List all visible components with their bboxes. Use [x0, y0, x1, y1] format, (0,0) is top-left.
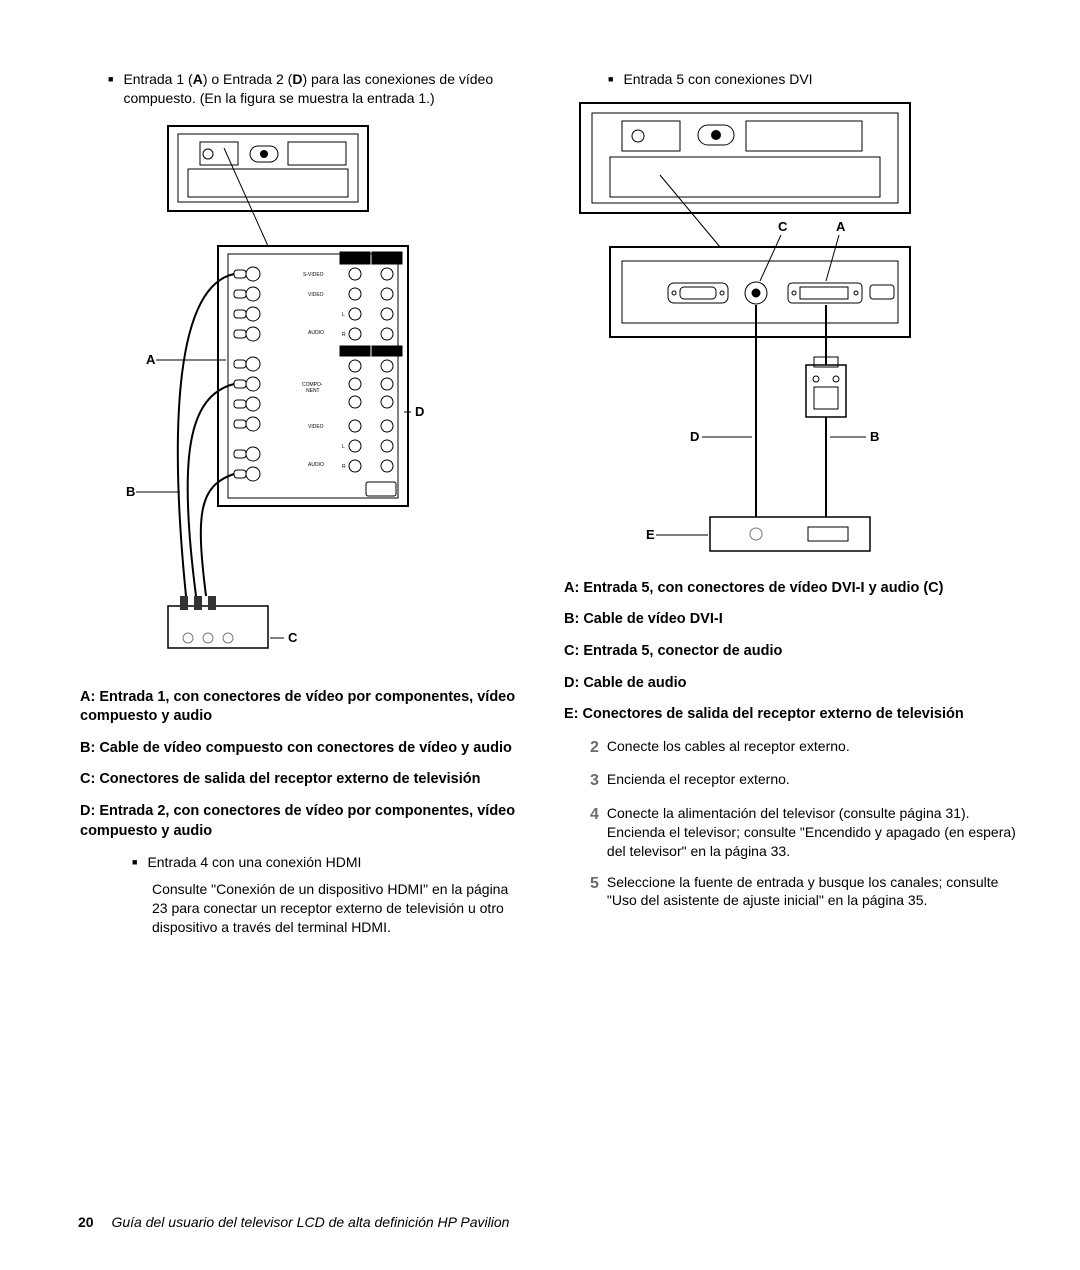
svg-text:C: C: [778, 219, 788, 234]
right-steps: 2 Conecte los cables al receptor externo…: [560, 737, 1020, 911]
left-bullet-1-text: Entrada 1 (A) o Entrada 2 (D) para las c…: [123, 70, 520, 108]
left-sub-bullet-text: Entrada 4 con una conexión HDMI: [147, 853, 361, 872]
svg-text:R: R: [342, 464, 346, 470]
square-bullet-icon: ■: [108, 70, 113, 108]
fig-label-D: D: [415, 404, 424, 419]
square-bullet-icon: ■: [132, 853, 137, 872]
right-bullet-1-text: Entrada 5 con conexiones DVI: [623, 70, 812, 89]
fig-label-A: A: [146, 352, 156, 367]
left-column: ■ Entrada 1 (A) o Entrada 2 (D) para las…: [60, 70, 520, 949]
step-5: 5 Seleccione la fuente de entrada y busq…: [590, 873, 1020, 911]
svg-text:VIDEO: VIDEO: [308, 424, 324, 430]
left-def-A: A: Entrada 1, con conectores de vídeo po…: [80, 688, 520, 727]
step-4: 4 Conecte la alimentación del televisor …: [590, 804, 1020, 861]
right-figure: C A D B: [570, 97, 1020, 567]
right-definitions: A: Entrada 5, con conectores de vídeo DV…: [560, 579, 1020, 725]
left-figure: S-VIDEO VIDEO AUDIO COMPO-NENT VIDEO AUD…: [108, 116, 520, 676]
right-def-C: C: Entrada 5, conector de audio: [564, 642, 1020, 662]
step-4-text: Conecte la alimentación del televisor (c…: [607, 804, 1020, 861]
svg-text:NENT: NENT: [306, 388, 320, 394]
step-5-text: Seleccione la fuente de entrada y busque…: [607, 873, 1020, 911]
step-2-text: Conecte los cables al receptor externo.: [607, 737, 850, 759]
left-definitions: A: Entrada 1, con conectores de vídeo po…: [60, 688, 520, 841]
right-def-B: B: Cable de vídeo DVI-I: [564, 610, 1020, 630]
right-def-A: A: Entrada 5, con conectores de vídeo DV…: [564, 579, 1020, 599]
right-bullet-1: ■ Entrada 5 con conexiones DVI: [560, 70, 1020, 89]
right-def-E: E: Conectores de salida del receptor ext…: [564, 705, 1020, 725]
svg-text:L: L: [342, 444, 345, 450]
right-column: ■ Entrada 5 con conexiones DVI: [560, 70, 1020, 949]
fig-label-B: B: [126, 484, 135, 499]
step-3: 3 Encienda el receptor externo.: [590, 770, 1020, 792]
page-footer: 20 Guía del usuario del televisor LCD de…: [78, 1214, 509, 1230]
svg-text:D: D: [690, 429, 699, 444]
step-3-text: Encienda el receptor externo.: [607, 770, 790, 792]
svg-text:S-VIDEO: S-VIDEO: [303, 272, 324, 278]
fig-label-C: C: [288, 630, 298, 645]
svg-text:AUDIO: AUDIO: [308, 330, 324, 336]
svg-text:A: A: [836, 219, 846, 234]
left-def-D: D: Entrada 2, con conectores de vídeo po…: [80, 802, 520, 841]
page-number: 20: [78, 1214, 94, 1230]
square-bullet-icon: ■: [608, 70, 613, 89]
svg-text:AUDIO: AUDIO: [308, 462, 324, 468]
svg-text:L: L: [342, 312, 345, 318]
right-def-D: D: Cable de audio: [564, 674, 1020, 694]
svg-text:B: B: [870, 429, 879, 444]
footer-title: Guía del usuario del televisor LCD de al…: [111, 1214, 509, 1230]
left-def-B: B: Cable de vídeo compuesto con conector…: [80, 739, 520, 759]
step-2: 2 Conecte los cables al receptor externo…: [590, 737, 1020, 759]
left-bullet-1: ■ Entrada 1 (A) o Entrada 2 (D) para las…: [60, 70, 520, 108]
left-def-C: C: Conectores de salida del receptor ext…: [80, 770, 520, 790]
left-sub-bullet: ■ Entrada 4 con una conexión HDMI: [60, 853, 520, 872]
svg-text:R: R: [342, 332, 346, 338]
svg-text:E: E: [646, 527, 655, 542]
left-sub-para: Consulte "Conexión de un dispositivo HDM…: [60, 880, 520, 937]
svg-text:VIDEO: VIDEO: [308, 292, 324, 298]
